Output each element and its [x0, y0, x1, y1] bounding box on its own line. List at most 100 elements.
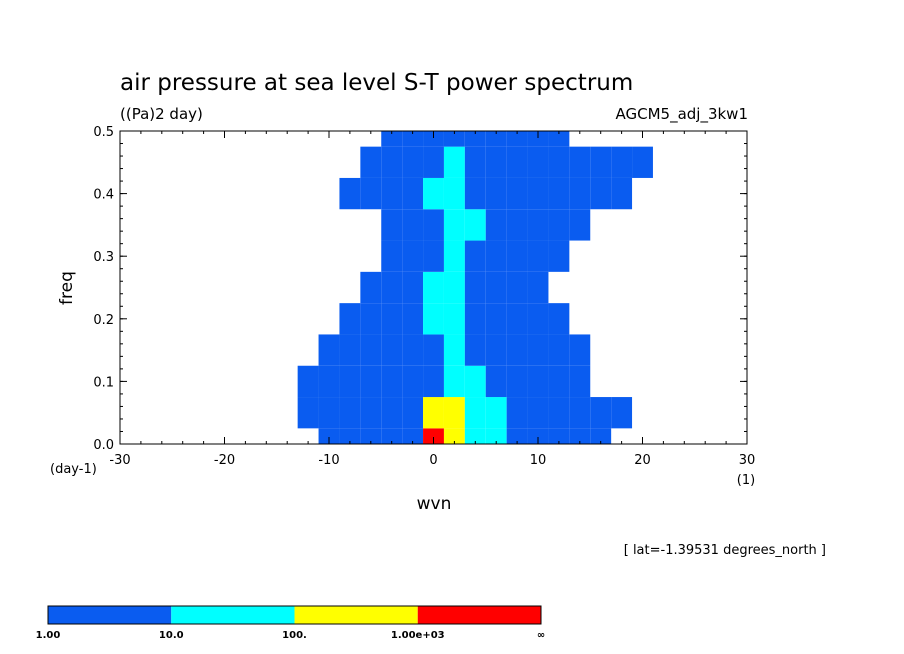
x-tick-label: 0	[429, 453, 437, 468]
heatmap-cell	[297, 397, 319, 429]
heatmap-cell	[506, 209, 528, 241]
latitude-annotation: [ lat=-1.39531 degrees_north ]	[624, 543, 826, 558]
heatmap-cell	[485, 428, 507, 444]
heatmap-cell	[485, 303, 507, 335]
heatmap-cell	[464, 271, 486, 304]
heatmap-cell	[506, 131, 528, 147]
heatmap-cell	[506, 334, 528, 366]
heatmap-cell	[443, 428, 465, 444]
heatmap-cell	[423, 240, 444, 272]
y-unit-label: (day-1)	[50, 462, 97, 477]
heatmap-cell	[360, 146, 382, 178]
heatmap-cell	[381, 303, 403, 335]
heatmap-cell	[423, 428, 444, 444]
heatmap-cell	[423, 334, 444, 366]
heatmap-cell	[423, 146, 444, 178]
heatmap-cell	[443, 303, 465, 335]
y-tick-label: 0.0	[93, 438, 114, 453]
heatmap-cell	[569, 334, 591, 366]
heatmap-cell	[527, 428, 549, 444]
heatmap-cell	[423, 177, 444, 210]
x-unit-label: (1)	[737, 473, 755, 488]
heatmap-cell	[569, 177, 591, 210]
colorbar-label: 100.	[282, 630, 307, 641]
colorbar-label: 10.0	[159, 630, 184, 641]
heatmap-cell	[443, 271, 465, 304]
heatmap-cell	[611, 146, 633, 178]
heatmap-cell	[485, 365, 507, 398]
heatmap-cell	[464, 365, 486, 398]
heatmap-cell	[381, 397, 403, 429]
heatmap-cell	[318, 365, 340, 398]
heatmap-cell	[381, 365, 403, 398]
heatmap-cell	[527, 271, 549, 304]
heatmap-cell	[381, 131, 403, 147]
heatmap-cell	[569, 146, 591, 178]
heatmap-cell	[590, 177, 612, 210]
heatmap-cell	[464, 131, 486, 147]
heatmap-cell	[339, 334, 361, 366]
heatmap-cell	[464, 209, 486, 241]
colorbar-segment	[171, 606, 295, 624]
heatmap-cell	[360, 177, 382, 210]
heatmap-cell	[485, 209, 507, 241]
heatmap-cell	[548, 303, 570, 335]
heatmap-cell	[423, 131, 444, 147]
model-label: AGCM5_adj_3kw1	[615, 105, 748, 124]
heatmap-cells	[297, 131, 653, 444]
heatmap-cell	[402, 177, 424, 210]
heatmap-cell	[506, 397, 528, 429]
colorbar: 1.00 10.0 100. 1.00e+03 ∞	[36, 605, 545, 641]
heatmap-cell	[423, 271, 444, 304]
heatmap-cell	[402, 365, 424, 398]
x-tick-label: -20	[214, 453, 235, 468]
heatmap-cell	[548, 240, 570, 272]
heatmap-cell	[464, 177, 486, 210]
heatmap-cell	[485, 397, 507, 429]
heatmap-cell	[339, 365, 361, 398]
heatmap-cell	[464, 240, 486, 272]
heatmap-cell	[485, 240, 507, 272]
heatmap-cell	[590, 146, 612, 178]
heatmap-cell	[339, 428, 361, 444]
heatmap-cell	[464, 428, 486, 444]
heatmap-cell	[506, 240, 528, 272]
heatmap-cell	[527, 365, 549, 398]
heatmap-cell	[443, 397, 465, 429]
heatmap-cell	[632, 146, 653, 178]
heatmap-cell	[464, 303, 486, 335]
heatmap-cell	[360, 397, 382, 429]
heatmap-cell	[506, 428, 528, 444]
heatmap-cell	[485, 177, 507, 210]
x-tick-label: -30	[109, 453, 130, 468]
heatmap-cell	[527, 146, 549, 178]
units-label: ((Pa)2 day)	[120, 105, 203, 123]
heatmap-cell	[548, 131, 570, 147]
heatmap-cell	[485, 271, 507, 304]
heatmap-cell	[506, 303, 528, 335]
heatmap-cell	[569, 397, 591, 429]
heatmap-cell	[381, 209, 403, 241]
heatmap-cell	[318, 397, 340, 429]
colorbar-label: 1.00	[36, 630, 61, 641]
heatmap-cell	[527, 303, 549, 335]
heatmap-cell	[548, 146, 570, 178]
colorbar-frame	[47, 605, 542, 625]
y-tick-label: 0.3	[93, 250, 114, 265]
y-tick-label: 0.1	[93, 375, 114, 390]
heatmap-cell	[443, 146, 465, 178]
heatmap-cell	[548, 365, 570, 398]
heatmap-cell	[527, 397, 549, 429]
heatmap-cell	[339, 177, 361, 210]
heatmap-cell	[360, 334, 382, 366]
heatmap-cell	[548, 209, 570, 241]
heatmap-cell	[506, 365, 528, 398]
heatmap-cell	[527, 209, 549, 241]
heatmap-cell	[318, 428, 340, 444]
axis-ticks: -30 -20 -10 0 10 20 30 0.0 0.1 0.2 0.3 0.4 0.5	[93, 125, 755, 468]
heatmap-cell	[590, 428, 612, 444]
y-tick-label: 0.4	[93, 188, 114, 203]
heatmap-cell	[443, 240, 465, 272]
chart-title: air pressure at sea level S-T power spec…	[120, 70, 633, 96]
